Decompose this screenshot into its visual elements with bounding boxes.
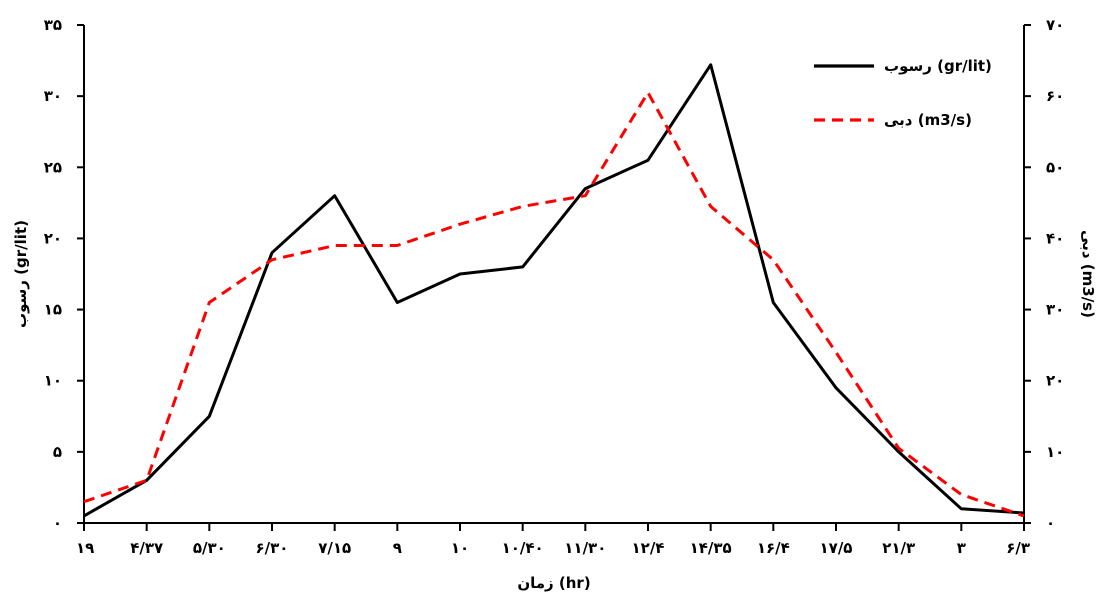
legend-item-discharge: دبی (m3/s) xyxy=(814,111,972,129)
x-axis-title: زمان (hr) xyxy=(517,574,590,592)
left-axis-ticks: ۰ ۵ ۱۰ ۱۵ ۲۰ ۲۵ ۳۰ ۳۵ xyxy=(44,16,84,532)
left-tick-label: ۳۰ xyxy=(44,87,62,105)
left-axis-title: رسوب (gr/lit) xyxy=(12,220,30,328)
x-tick-label: ۵/۳۰ xyxy=(193,539,226,557)
x-tick-label: ۱۶/۴ xyxy=(757,539,790,557)
x-axis-ticks: ۱۹ ۴/۳۷ ۵/۳۰ ۶/۳۰ ۷/۱۵ ۹ ۱۰ ۱۰/۴۰ ۱۱/۳۰ ۱۲/۴ ۱۴/۳۵… xyxy=(76,523,1030,557)
right-axis-ticks: ۰ ۱۰ ۲۰ ۳۰ ۴۰ ۵۰ ۶۰ ۷۰ xyxy=(1024,16,1064,532)
legend-label-discharge: دبی (m3/s) xyxy=(884,111,972,129)
series-line-sediment xyxy=(83,63,1025,518)
series-lines xyxy=(83,63,1025,518)
left-tick-label: ۲۵ xyxy=(44,158,62,176)
x-tick-label: ۱۴/۳۵ xyxy=(690,539,732,557)
x-tick-label: ۱۷/۵ xyxy=(820,539,853,557)
legend-label-sediment: رسوب (gr/lit) xyxy=(884,57,992,75)
right-tick-label: ۱۰ xyxy=(1046,443,1064,461)
right-tick-label: ۲۰ xyxy=(1046,372,1064,390)
right-axis-title: دبی (m3/s) xyxy=(1079,230,1097,318)
series-line-discharge xyxy=(83,91,1025,518)
x-tick-label: ۱۰ xyxy=(451,539,469,557)
left-tick-label: ۵ xyxy=(53,443,62,461)
left-tick-label: ۳۵ xyxy=(44,16,62,34)
left-tick-label: ۱۵ xyxy=(44,301,62,319)
right-tick-label: ۰ xyxy=(1046,514,1055,532)
x-tick-label: ۶/۳۰ xyxy=(256,539,289,557)
x-tick-label: ۱۱/۳۰ xyxy=(564,539,606,557)
x-tick-label: ۲۱/۳ xyxy=(882,539,915,557)
right-tick-label: ۶۰ xyxy=(1046,87,1064,105)
x-tick-label: ۷/۱۵ xyxy=(318,539,351,557)
x-tick-label: ۱۲/۴ xyxy=(632,539,665,557)
x-tick-label: ۶/۳ xyxy=(1006,539,1030,557)
legend-item-sediment: رسوب (gr/lit) xyxy=(814,57,992,75)
left-tick-label: ۱۰ xyxy=(44,372,62,390)
x-tick-label: ۳ xyxy=(957,539,966,557)
right-tick-label: ۷۰ xyxy=(1046,16,1064,34)
x-tick-label: ۹ xyxy=(393,539,402,557)
legend: رسوب (gr/lit) دبی (m3/s) xyxy=(814,57,992,129)
right-tick-label: ۴۰ xyxy=(1046,229,1064,247)
left-tick-label: ۲۰ xyxy=(44,229,62,247)
x-tick-label: ۱۰/۴۰ xyxy=(502,539,544,557)
x-tick-label: ۱۹ xyxy=(76,539,94,557)
left-tick-label: ۰ xyxy=(53,514,62,532)
right-tick-label: ۳۰ xyxy=(1046,301,1064,319)
plot-frame xyxy=(83,25,1025,524)
right-tick-label: ۵۰ xyxy=(1046,158,1064,176)
x-tick-label: ۴/۳۷ xyxy=(130,539,163,557)
